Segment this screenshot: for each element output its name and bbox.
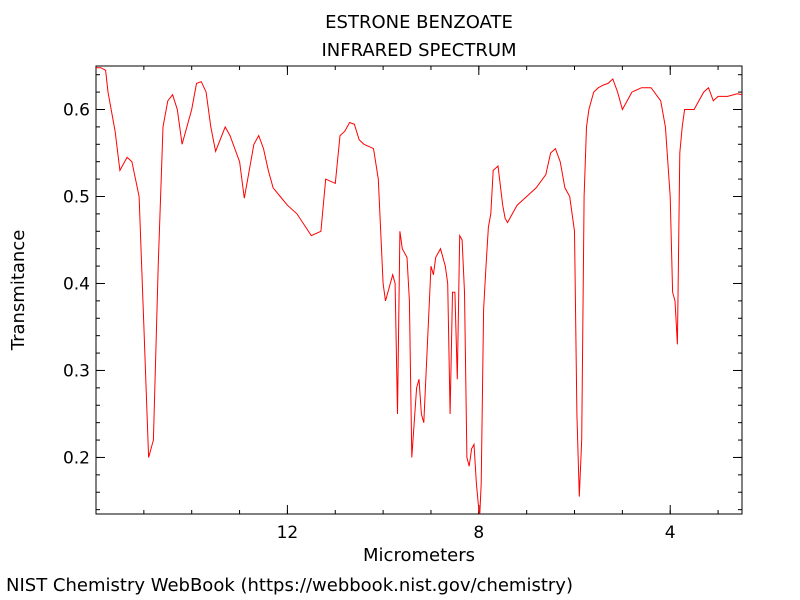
spectrum-line [96, 67, 743, 515]
y-tick-label: 0.2 [63, 448, 90, 468]
chart-subtitle: INFRARED SPECTRUM [321, 40, 516, 61]
axis-tick-labels: 12 8 4 0.2 0.3 0.4 0.5 0.6 [63, 100, 676, 543]
x-tick-label: 12 [277, 523, 299, 543]
plot-frame [95, 65, 743, 515]
axis-ticks [95, 66, 742, 514]
x-tick-label: 4 [665, 523, 676, 543]
x-axis-label: Micrometers [363, 545, 475, 566]
y-tick-label: 0.6 [63, 100, 90, 120]
source-footer: NIST Chemistry WebBook (https://webbook.… [6, 575, 573, 596]
y-axis-label: Transmitance [8, 230, 29, 352]
y-tick-label: 0.5 [63, 187, 90, 207]
x-tick-label: 8 [473, 523, 484, 543]
y-tick-label: 0.4 [63, 274, 90, 294]
y-tick-label: 0.3 [63, 361, 90, 381]
chart-title: ESTRONE BENZOATE [325, 12, 513, 33]
